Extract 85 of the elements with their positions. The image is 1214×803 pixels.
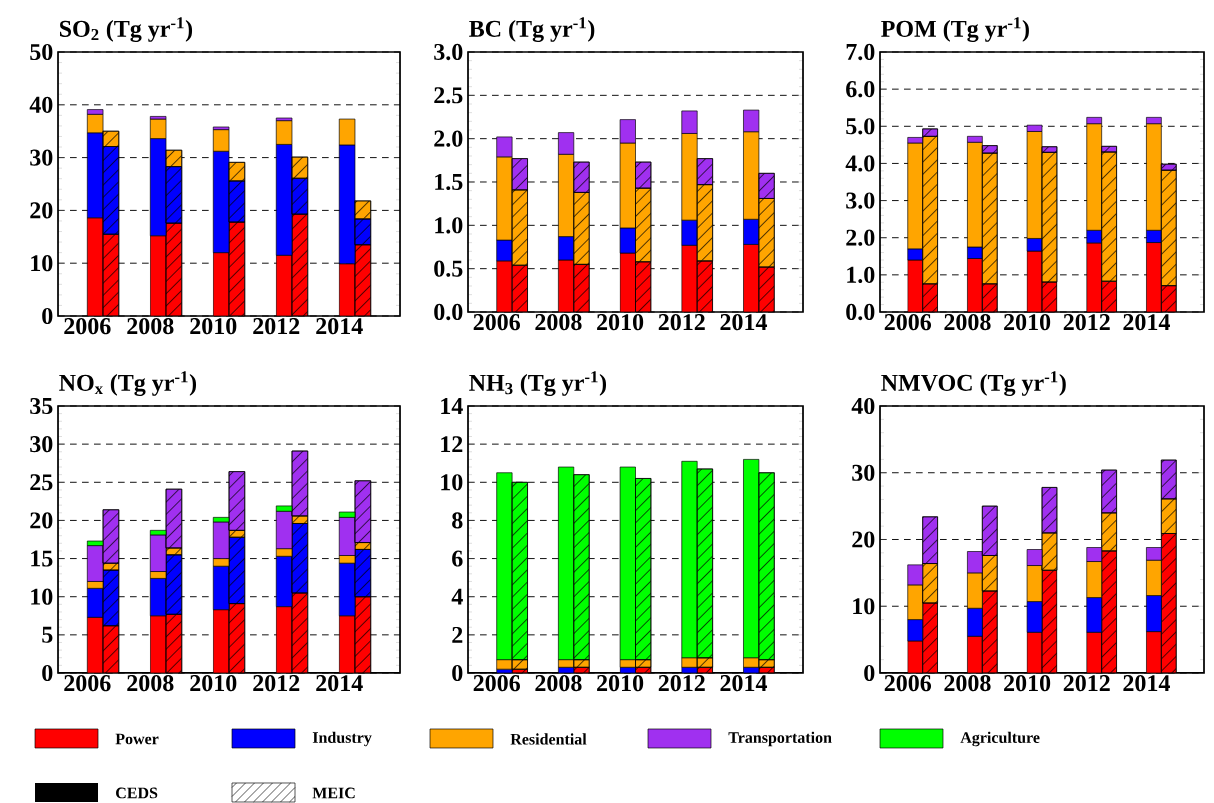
y-tick-label: 2 (452, 626, 463, 643)
x-tick-label: 2014 (720, 675, 768, 692)
x-tick-label: 2006 (884, 675, 932, 692)
x-tick-label: 2008 (944, 314, 991, 331)
x-tick-label: 2012 (658, 675, 705, 692)
x-tick-label: 2010 (1004, 675, 1051, 692)
y-tick-label: 2.5 (434, 87, 463, 104)
y-tick-label: 4.0 (845, 155, 875, 172)
y-tick-label: 1.0 (435, 217, 463, 234)
legend-label: Power (115, 733, 159, 745)
legend-label: Transportation (728, 731, 832, 747)
chart-title: NMVOC (Tg yr$^{-1}$) (881, 371, 1066, 396)
y-tick-label: 40 (29, 96, 53, 113)
legend-label: Industry (312, 731, 372, 747)
x-tick-label: 2010 (190, 675, 237, 692)
x-tick-label: 2014 (1123, 314, 1170, 331)
y-tick-label: 5 (42, 626, 53, 643)
y-tick-label: 5.0 (846, 118, 875, 135)
x-tick-label: 2006 (884, 314, 932, 331)
y-tick-label: 8 (452, 512, 463, 529)
legend-label: Agriculture (960, 731, 1040, 747)
chart-title: SO$_{2}$ (Tg yr$^{-1}$) (60, 17, 193, 42)
y-tick-label: 6.0 (846, 81, 875, 98)
y-tick-label: 20 (30, 202, 53, 219)
x-tick-label: 2008 (127, 675, 174, 692)
x-tick-label: 2012 (253, 318, 300, 335)
y-tick-label: 12 (441, 436, 463, 453)
y-tick-label: 10 (441, 474, 463, 491)
x-tick-label: 2006 (473, 314, 520, 331)
x-tick-label: 2014 (316, 675, 363, 692)
x-tick-label: 2010 (1004, 314, 1051, 331)
y-tick-label: 0 (42, 664, 53, 682)
x-tick-label: 2014 (1123, 675, 1170, 692)
x-tick-label: 2006 (64, 675, 111, 692)
y-tick-label: 10 (31, 588, 53, 605)
x-tick-label: 2006 (64, 318, 111, 335)
x-tick-label: 2014 (316, 318, 363, 335)
y-tick-label: 3.0 (846, 192, 875, 209)
x-tick-label: 2012 (253, 675, 300, 692)
x-tick-label: 2014 (720, 314, 768, 331)
y-tick-label: 2.0 (846, 229, 875, 246)
x-tick-label: 2008 (944, 675, 991, 692)
y-tick-label: 30 (852, 464, 875, 481)
y-tick-label: 1.5 (435, 173, 463, 191)
chart-title: BC (Tg yr$^{-1}$) (469, 17, 595, 42)
y-tick-label: 14 (441, 398, 463, 414)
y-tick-label: 4 (451, 588, 463, 605)
y-tick-label: 20 (30, 512, 53, 529)
y-tick-label: 0 (864, 664, 875, 682)
x-tick-label: 2008 (127, 318, 174, 335)
y-tick-label: 6 (452, 550, 463, 567)
y-tick-label: 3.0 (434, 43, 463, 61)
y-tick-label: 2.0 (434, 130, 463, 147)
y-tick-label: 30 (30, 436, 53, 453)
y-tick-label: 0 (42, 307, 53, 325)
x-tick-label: 2012 (1063, 314, 1110, 331)
x-tick-label: 2012 (658, 314, 705, 331)
chart-title: POM (Tg yr$^{-1}$) (881, 17, 1029, 42)
x-tick-label: 2012 (1063, 675, 1110, 692)
x-tick-label: 2008 (535, 675, 582, 692)
x-tick-label: 2010 (190, 318, 237, 335)
y-tick-label: 10 (853, 598, 875, 615)
y-tick-label: 10 (31, 255, 53, 272)
y-tick-label: 0.0 (434, 303, 463, 321)
legend-label: Residential (510, 733, 587, 745)
x-tick-label: 2008 (535, 314, 582, 331)
chart-title: NH$_{3}$ (Tg yr$^{-1}$) (469, 371, 607, 396)
text: CEDS (116, 787, 158, 799)
y-tick-label: 50 (30, 43, 53, 61)
y-tick-label: 0 (452, 664, 463, 682)
y-tick-label: 20 (852, 531, 875, 548)
text: MEIC (312, 787, 355, 799)
y-tick-label: 0.5 (434, 260, 463, 277)
y-tick-label: 35 (30, 397, 53, 415)
y-tick-label: 30 (30, 149, 53, 166)
y-tick-label: 0.0 (846, 303, 875, 321)
y-tick-label: 25 (30, 474, 53, 491)
x-tick-label: 2006 (473, 675, 520, 692)
y-tick-label: 7.0 (846, 43, 875, 61)
y-tick-label: 40 (851, 397, 875, 415)
y-tick-label: 1.0 (847, 266, 875, 283)
x-tick-label: 2010 (597, 675, 644, 692)
y-tick-label: 15 (31, 550, 53, 567)
x-tick-label: 2010 (597, 314, 644, 331)
chart-title: NO$_{x}$ (Tg yr$^{-1}$) (59, 371, 197, 396)
